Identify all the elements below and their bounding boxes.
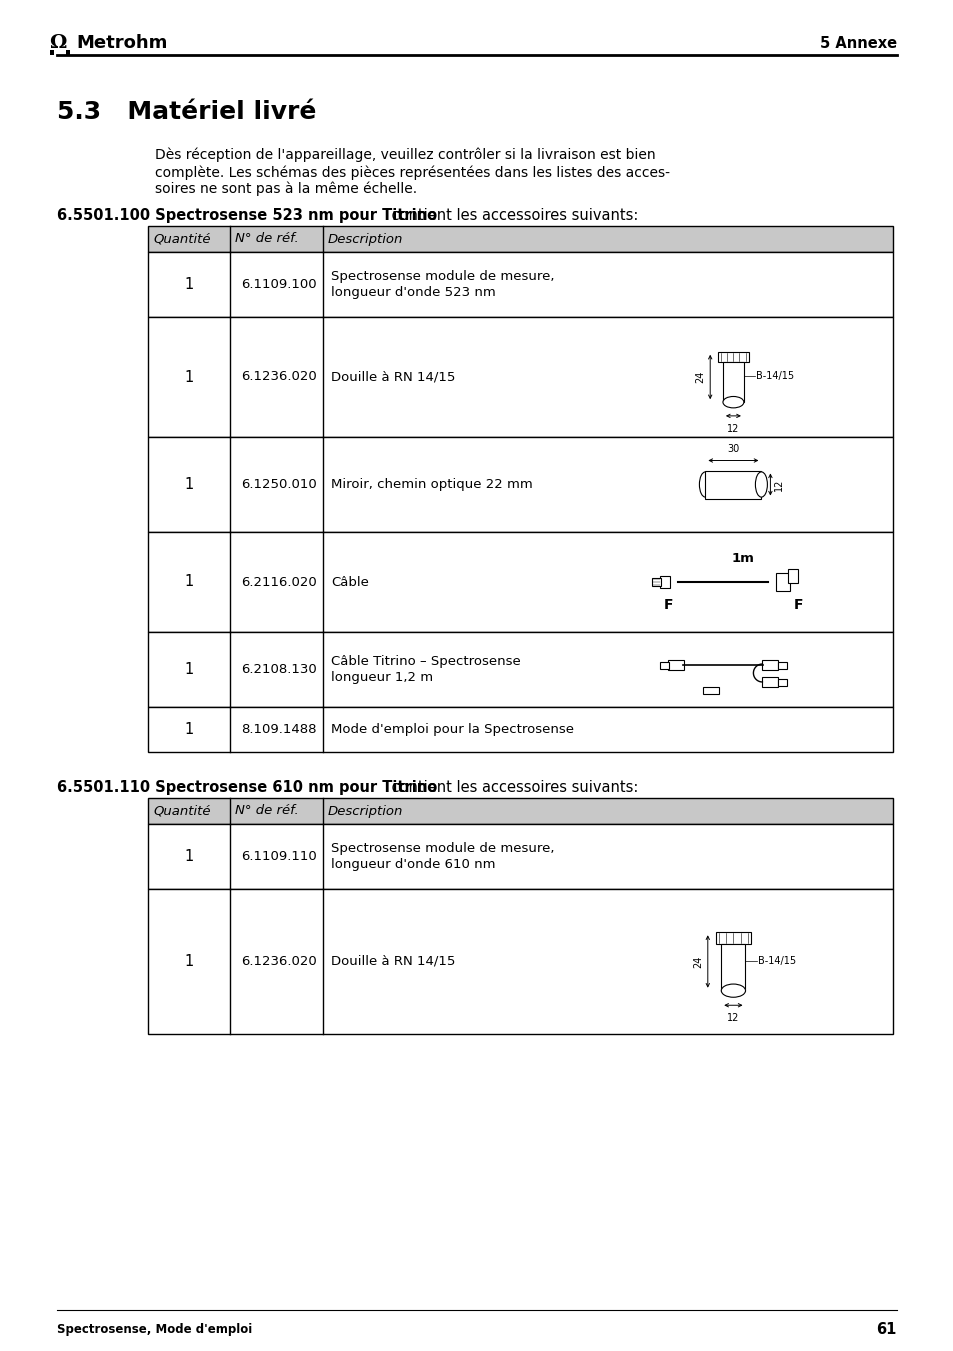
Text: 30: 30	[726, 444, 739, 454]
Text: 6.5501.110 Spectrosense 610 nm pour Titrino: 6.5501.110 Spectrosense 610 nm pour Titr…	[57, 780, 436, 794]
Bar	[659, 576, 670, 588]
Bar	[148, 532, 892, 632]
Text: 6.2108.130: 6.2108.130	[241, 663, 316, 676]
Text: Metrohm: Metrohm	[76, 34, 167, 51]
Text: 1: 1	[184, 662, 193, 677]
Text: Douille à RN 14/15: Douille à RN 14/15	[331, 370, 455, 384]
Text: 1m: 1m	[731, 553, 754, 566]
Text: Dès réception de l'appareillage, veuillez contrôler si la livraison est bien: Dès réception de l'appareillage, veuille…	[154, 149, 655, 162]
Bar	[659, 662, 669, 669]
Text: 12: 12	[726, 1013, 739, 1023]
Text: Spectrosense, Mode d'emploi: Spectrosense, Mode d'emploi	[57, 1324, 252, 1336]
Bar	[148, 253, 892, 317]
Text: Douille à RN 14/15: Douille à RN 14/15	[331, 955, 455, 969]
Text: 8.109.1488: 8.109.1488	[241, 723, 316, 736]
Text: Mode d'emploi pour la Spectrosense: Mode d'emploi pour la Spectrosense	[331, 723, 574, 736]
Text: 6.5501.100 Spectrosense 523 nm pour Titrino: 6.5501.100 Spectrosense 523 nm pour Titr…	[57, 208, 436, 223]
Bar	[761, 659, 778, 670]
Ellipse shape	[755, 471, 766, 497]
Text: Câble Titrino – Spectrosense: Câble Titrino – Spectrosense	[331, 655, 520, 667]
Text: longueur 1,2 m: longueur 1,2 m	[331, 671, 433, 684]
Text: B-14/15: B-14/15	[758, 955, 796, 966]
Bar	[787, 569, 798, 584]
Bar	[778, 662, 786, 669]
Bar	[148, 889, 892, 1034]
Text: longueur d'onde 523 nm: longueur d'onde 523 nm	[331, 286, 496, 299]
Bar	[702, 686, 719, 693]
Text: 6.2116.020: 6.2116.020	[241, 576, 316, 589]
Text: 1: 1	[184, 574, 193, 589]
Text: 5 Annexe: 5 Annexe	[819, 35, 896, 50]
Text: 12: 12	[774, 478, 783, 490]
Text: 6.1109.100: 6.1109.100	[241, 278, 316, 290]
Bar	[148, 226, 892, 253]
Text: B-14/15: B-14/15	[755, 372, 793, 381]
Ellipse shape	[722, 396, 743, 408]
Bar	[668, 659, 683, 670]
Text: 6.1236.020: 6.1236.020	[241, 955, 316, 969]
Text: 6.1109.110: 6.1109.110	[241, 850, 316, 863]
Text: Description: Description	[328, 232, 403, 246]
Bar	[148, 436, 892, 532]
Text: 24: 24	[695, 370, 704, 384]
Bar	[704, 470, 760, 499]
Bar	[722, 362, 743, 403]
Bar	[720, 944, 744, 990]
Text: 1: 1	[184, 848, 193, 865]
Text: Quantité: Quantité	[152, 804, 211, 817]
Text: Câble: Câble	[331, 576, 369, 589]
Bar	[778, 678, 786, 685]
Text: N° de réf.: N° de réf.	[234, 232, 298, 246]
Text: 12: 12	[726, 424, 739, 434]
Text: Miroir, chemin optique 22 mm: Miroir, chemin optique 22 mm	[331, 478, 532, 490]
Ellipse shape	[699, 471, 711, 497]
Text: 61: 61	[876, 1323, 896, 1337]
Text: F: F	[793, 598, 802, 612]
Bar	[148, 632, 892, 707]
Bar	[148, 798, 892, 824]
Text: N° de réf.: N° de réf.	[234, 804, 298, 817]
Bar	[148, 707, 892, 753]
Text: Spectrosense module de mesure,: Spectrosense module de mesure,	[331, 842, 554, 855]
Text: soires ne sont pas à la même échelle.: soires ne sont pas à la même échelle.	[154, 182, 416, 196]
Text: 5.3   Matériel livré: 5.3 Matériel livré	[57, 100, 316, 124]
Bar	[50, 50, 54, 55]
Text: 1: 1	[184, 954, 193, 969]
Text: contient les accessoires suivants:: contient les accessoires suivants:	[387, 780, 638, 794]
Text: 6.1236.020: 6.1236.020	[241, 370, 316, 384]
Bar	[148, 317, 892, 436]
Text: 1: 1	[184, 477, 193, 492]
Bar	[715, 932, 750, 944]
Text: 1: 1	[184, 277, 193, 292]
Bar	[148, 824, 892, 889]
Text: longueur d'onde 610 nm: longueur d'onde 610 nm	[331, 858, 495, 871]
Text: complète. Les schémas des pièces représentées dans les listes des acces-: complète. Les schémas des pièces représe…	[154, 165, 669, 180]
Text: Description: Description	[328, 804, 403, 817]
Bar	[66, 50, 70, 55]
Text: 24: 24	[692, 955, 702, 967]
Bar	[652, 578, 660, 586]
Text: Ω: Ω	[50, 34, 67, 51]
Ellipse shape	[720, 984, 744, 997]
Bar	[776, 573, 790, 590]
Text: Quantité: Quantité	[152, 232, 211, 246]
Bar	[718, 351, 748, 362]
Text: Spectrosense module de mesure,: Spectrosense module de mesure,	[331, 270, 554, 282]
Text: contient les accessoires suivants:: contient les accessoires suivants:	[387, 208, 638, 223]
Text: 6.1250.010: 6.1250.010	[241, 478, 316, 490]
Bar	[761, 677, 778, 686]
Text: F: F	[663, 598, 673, 612]
Text: 1: 1	[184, 721, 193, 738]
Text: 1: 1	[184, 370, 193, 385]
